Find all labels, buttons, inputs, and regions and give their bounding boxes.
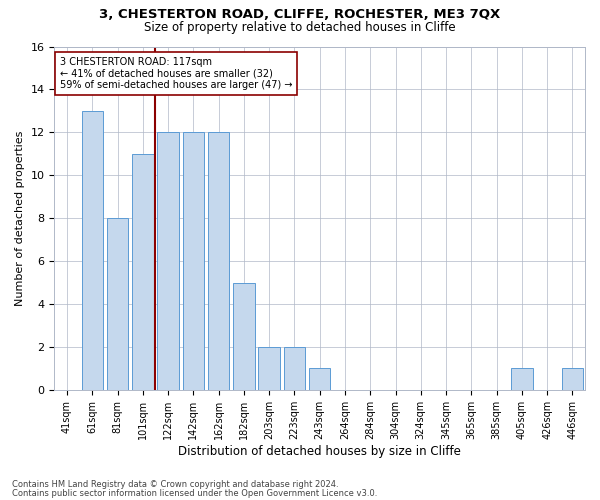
Text: Contains HM Land Registry data © Crown copyright and database right 2024.: Contains HM Land Registry data © Crown c… bbox=[12, 480, 338, 489]
Bar bbox=[511, 368, 533, 390]
Bar bbox=[259, 347, 280, 390]
Text: Size of property relative to detached houses in Cliffe: Size of property relative to detached ho… bbox=[144, 21, 456, 34]
Bar bbox=[208, 132, 229, 390]
Text: 3, CHESTERTON ROAD, CLIFFE, ROCHESTER, ME3 7QX: 3, CHESTERTON ROAD, CLIFFE, ROCHESTER, M… bbox=[100, 8, 500, 20]
Text: Contains public sector information licensed under the Open Government Licence v3: Contains public sector information licen… bbox=[12, 488, 377, 498]
Bar bbox=[182, 132, 204, 390]
Bar bbox=[233, 282, 254, 390]
Bar bbox=[284, 347, 305, 390]
Bar bbox=[107, 218, 128, 390]
Bar bbox=[132, 154, 154, 390]
Y-axis label: Number of detached properties: Number of detached properties bbox=[15, 130, 25, 306]
Bar bbox=[562, 368, 583, 390]
X-axis label: Distribution of detached houses by size in Cliffe: Distribution of detached houses by size … bbox=[178, 444, 461, 458]
Bar bbox=[309, 368, 331, 390]
Bar bbox=[82, 111, 103, 390]
Text: 3 CHESTERTON ROAD: 117sqm
← 41% of detached houses are smaller (32)
59% of semi-: 3 CHESTERTON ROAD: 117sqm ← 41% of detac… bbox=[60, 57, 292, 90]
Bar bbox=[157, 132, 179, 390]
